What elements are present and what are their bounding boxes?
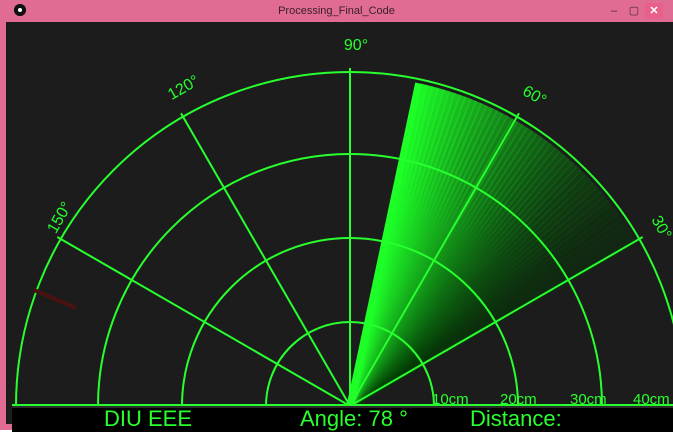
sweep-line <box>347 200 613 409</box>
app-icon[interactable] <box>14 4 26 16</box>
angle-line-60 <box>349 112 520 407</box>
radar-background <box>12 22 673 406</box>
sweep-line <box>347 191 606 409</box>
title-bar: Processing_Final_Code – ▢ ✕ <box>6 0 667 22</box>
sweep-line <box>347 209 620 409</box>
close-icon[interactable]: ✕ <box>645 3 663 19</box>
status-bar: DIU EEE Angle: 78 ° Distance: <box>12 406 673 432</box>
distance-readout: Distance: <box>470 406 562 431</box>
minimize-icon[interactable]: – <box>610 5 618 17</box>
angle-label-90: 90° <box>344 37 368 54</box>
angle-readout: Angle: 78 ° <box>300 406 408 431</box>
sweep-line <box>347 186 602 409</box>
distance-label-20cm: 20cm <box>500 391 537 406</box>
distance-label-30cm: 30cm <box>570 391 607 406</box>
angle-line-150 <box>56 236 351 407</box>
sweep-line <box>347 182 598 409</box>
radar-canvas: 90° 120° 60° 150° 30° 10cm 20cm 30cm 40c… <box>12 22 673 430</box>
sweep-line <box>347 213 623 409</box>
window-title: Processing_Final_Code <box>278 5 395 17</box>
distance-label-40cm: 40cm <box>633 391 670 406</box>
window-controls: – ▢ ✕ <box>605 2 663 20</box>
sweep-line <box>348 218 626 409</box>
sweep-line <box>347 195 609 409</box>
sweep-line <box>348 228 632 409</box>
angle-line-30 <box>349 236 644 407</box>
radar-display: 90° 120° 60° 150° 30° 10cm 20cm 30cm 40c… <box>12 22 673 410</box>
maximize-icon[interactable]: ▢ <box>628 5 640 17</box>
radar-grid <box>12 68 673 407</box>
team-label: DIU EEE <box>104 406 193 431</box>
sweep-line <box>348 223 629 409</box>
sweep-line <box>346 82 423 407</box>
detected-object-marker <box>33 288 77 310</box>
angle-line-120 <box>180 112 351 407</box>
distance-label-10cm: 10cm <box>432 391 469 406</box>
sweep-line <box>347 204 616 409</box>
